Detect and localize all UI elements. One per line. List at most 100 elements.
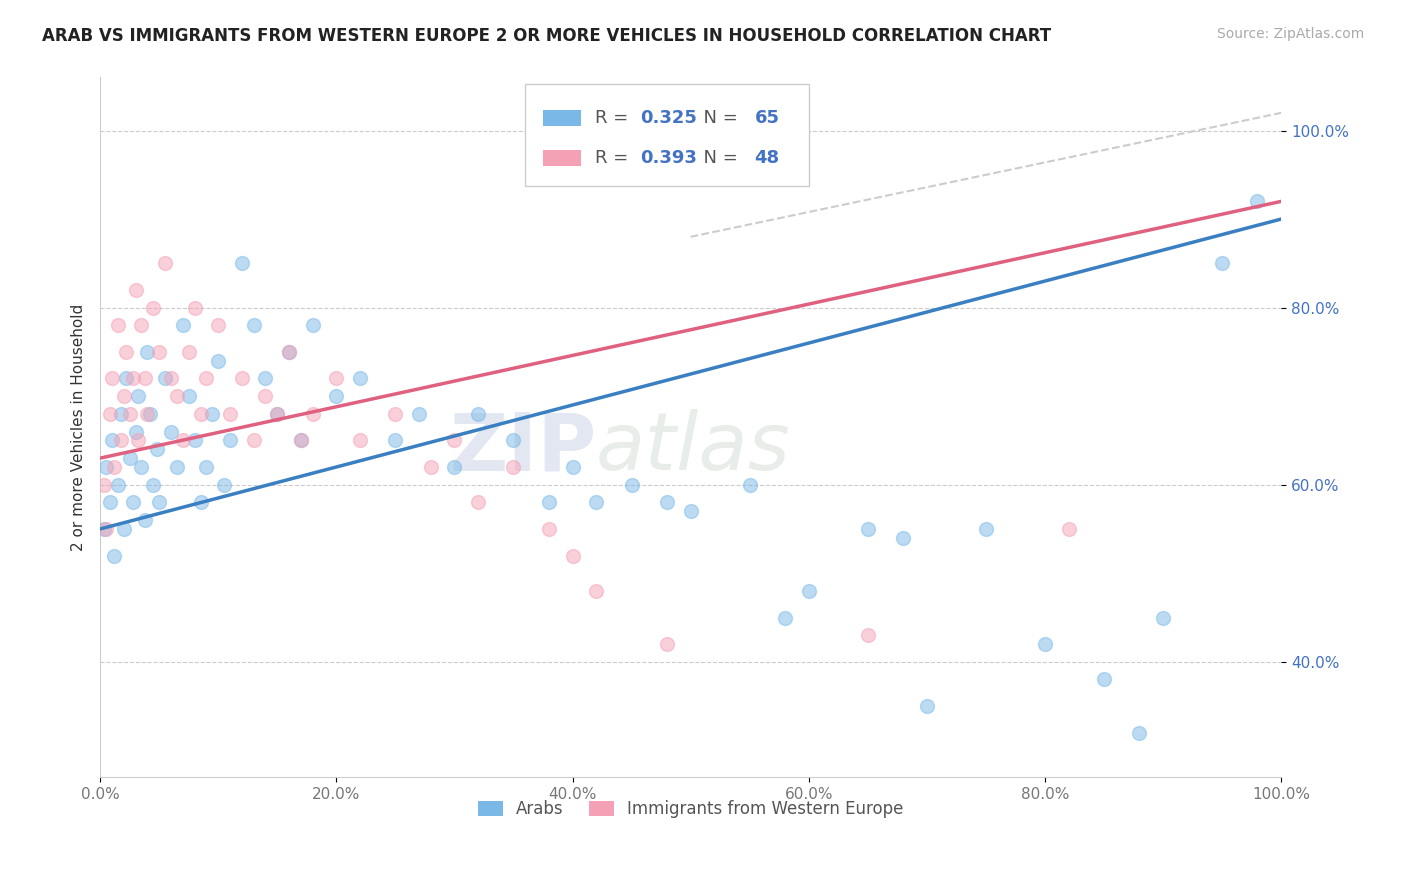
Point	[585, 583, 607, 598]
Point	[278, 345, 301, 359]
Point	[190, 407, 212, 421]
Point	[738, 477, 761, 491]
Point	[219, 407, 242, 421]
Point	[118, 407, 141, 421]
Text: ZIP: ZIP	[449, 409, 596, 487]
Point	[915, 699, 938, 714]
Point	[231, 256, 253, 270]
Point	[142, 477, 165, 491]
Point	[195, 371, 218, 385]
Point	[349, 371, 371, 385]
Point	[177, 345, 200, 359]
Point	[349, 434, 371, 448]
Point	[122, 371, 145, 385]
Text: ARAB VS IMMIGRANTS FROM WESTERN EUROPE 2 OR MORE VEHICLES IN HOUSEHOLD CORRELATI: ARAB VS IMMIGRANTS FROM WESTERN EUROPE 2…	[42, 27, 1052, 45]
Point	[172, 434, 194, 448]
Point	[537, 495, 560, 509]
Point	[537, 522, 560, 536]
Point	[190, 495, 212, 509]
Text: 0.325: 0.325	[640, 109, 697, 127]
Point	[148, 495, 170, 509]
Point	[231, 371, 253, 385]
Point	[124, 425, 146, 439]
Point	[183, 434, 205, 448]
Point	[112, 522, 135, 536]
Text: R =: R =	[595, 109, 634, 127]
Text: atlas: atlas	[596, 409, 792, 487]
Point	[1152, 610, 1174, 624]
Point	[115, 371, 138, 385]
Point	[266, 407, 288, 421]
Point	[254, 371, 277, 385]
Point	[585, 495, 607, 509]
Point	[172, 318, 194, 333]
Point	[195, 460, 218, 475]
Point	[98, 495, 121, 509]
Y-axis label: 2 or more Vehicles in Household: 2 or more Vehicles in Household	[72, 303, 86, 550]
Point	[325, 389, 347, 403]
Point	[655, 637, 678, 651]
Point	[131, 460, 153, 475]
Point	[134, 513, 156, 527]
Point	[301, 407, 323, 421]
Point	[242, 434, 264, 448]
Text: 0.393: 0.393	[640, 149, 697, 167]
Text: N =: N =	[692, 149, 744, 167]
Text: 48: 48	[755, 149, 779, 167]
Point	[212, 477, 235, 491]
Point	[1057, 522, 1080, 536]
Point	[146, 442, 169, 457]
Point	[122, 495, 145, 509]
Point	[93, 477, 115, 491]
Point	[127, 434, 149, 448]
Point	[134, 371, 156, 385]
Point	[384, 434, 406, 448]
Point	[561, 460, 583, 475]
Point	[166, 460, 188, 475]
Point	[177, 389, 200, 403]
Point	[856, 628, 879, 642]
Point	[93, 522, 115, 536]
Point	[207, 318, 229, 333]
Point	[266, 407, 288, 421]
Point	[101, 434, 124, 448]
Point	[797, 583, 820, 598]
Point	[1128, 725, 1150, 739]
Point	[1033, 637, 1056, 651]
Point	[110, 407, 132, 421]
Point	[101, 371, 124, 385]
Point	[1211, 256, 1233, 270]
Point	[160, 371, 183, 385]
Point	[254, 389, 277, 403]
Point	[290, 434, 312, 448]
Point	[98, 407, 121, 421]
Point	[207, 353, 229, 368]
Point	[183, 301, 205, 315]
Point	[561, 549, 583, 563]
Point	[891, 531, 914, 545]
Point	[148, 345, 170, 359]
Point	[278, 345, 301, 359]
Point	[856, 522, 879, 536]
Point	[384, 407, 406, 421]
Point	[467, 407, 489, 421]
Point	[136, 345, 159, 359]
Point	[142, 301, 165, 315]
Point	[620, 477, 643, 491]
Point	[160, 425, 183, 439]
Text: R =: R =	[595, 149, 634, 167]
Point	[115, 345, 138, 359]
Point	[502, 460, 524, 475]
Point	[127, 389, 149, 403]
Point	[94, 460, 117, 475]
Point	[118, 451, 141, 466]
Point	[1092, 673, 1115, 687]
Point	[443, 460, 465, 475]
Point	[112, 389, 135, 403]
Point	[166, 389, 188, 403]
Point	[419, 460, 441, 475]
FancyBboxPatch shape	[543, 111, 581, 126]
Point	[153, 371, 176, 385]
Point	[974, 522, 997, 536]
Point	[467, 495, 489, 509]
